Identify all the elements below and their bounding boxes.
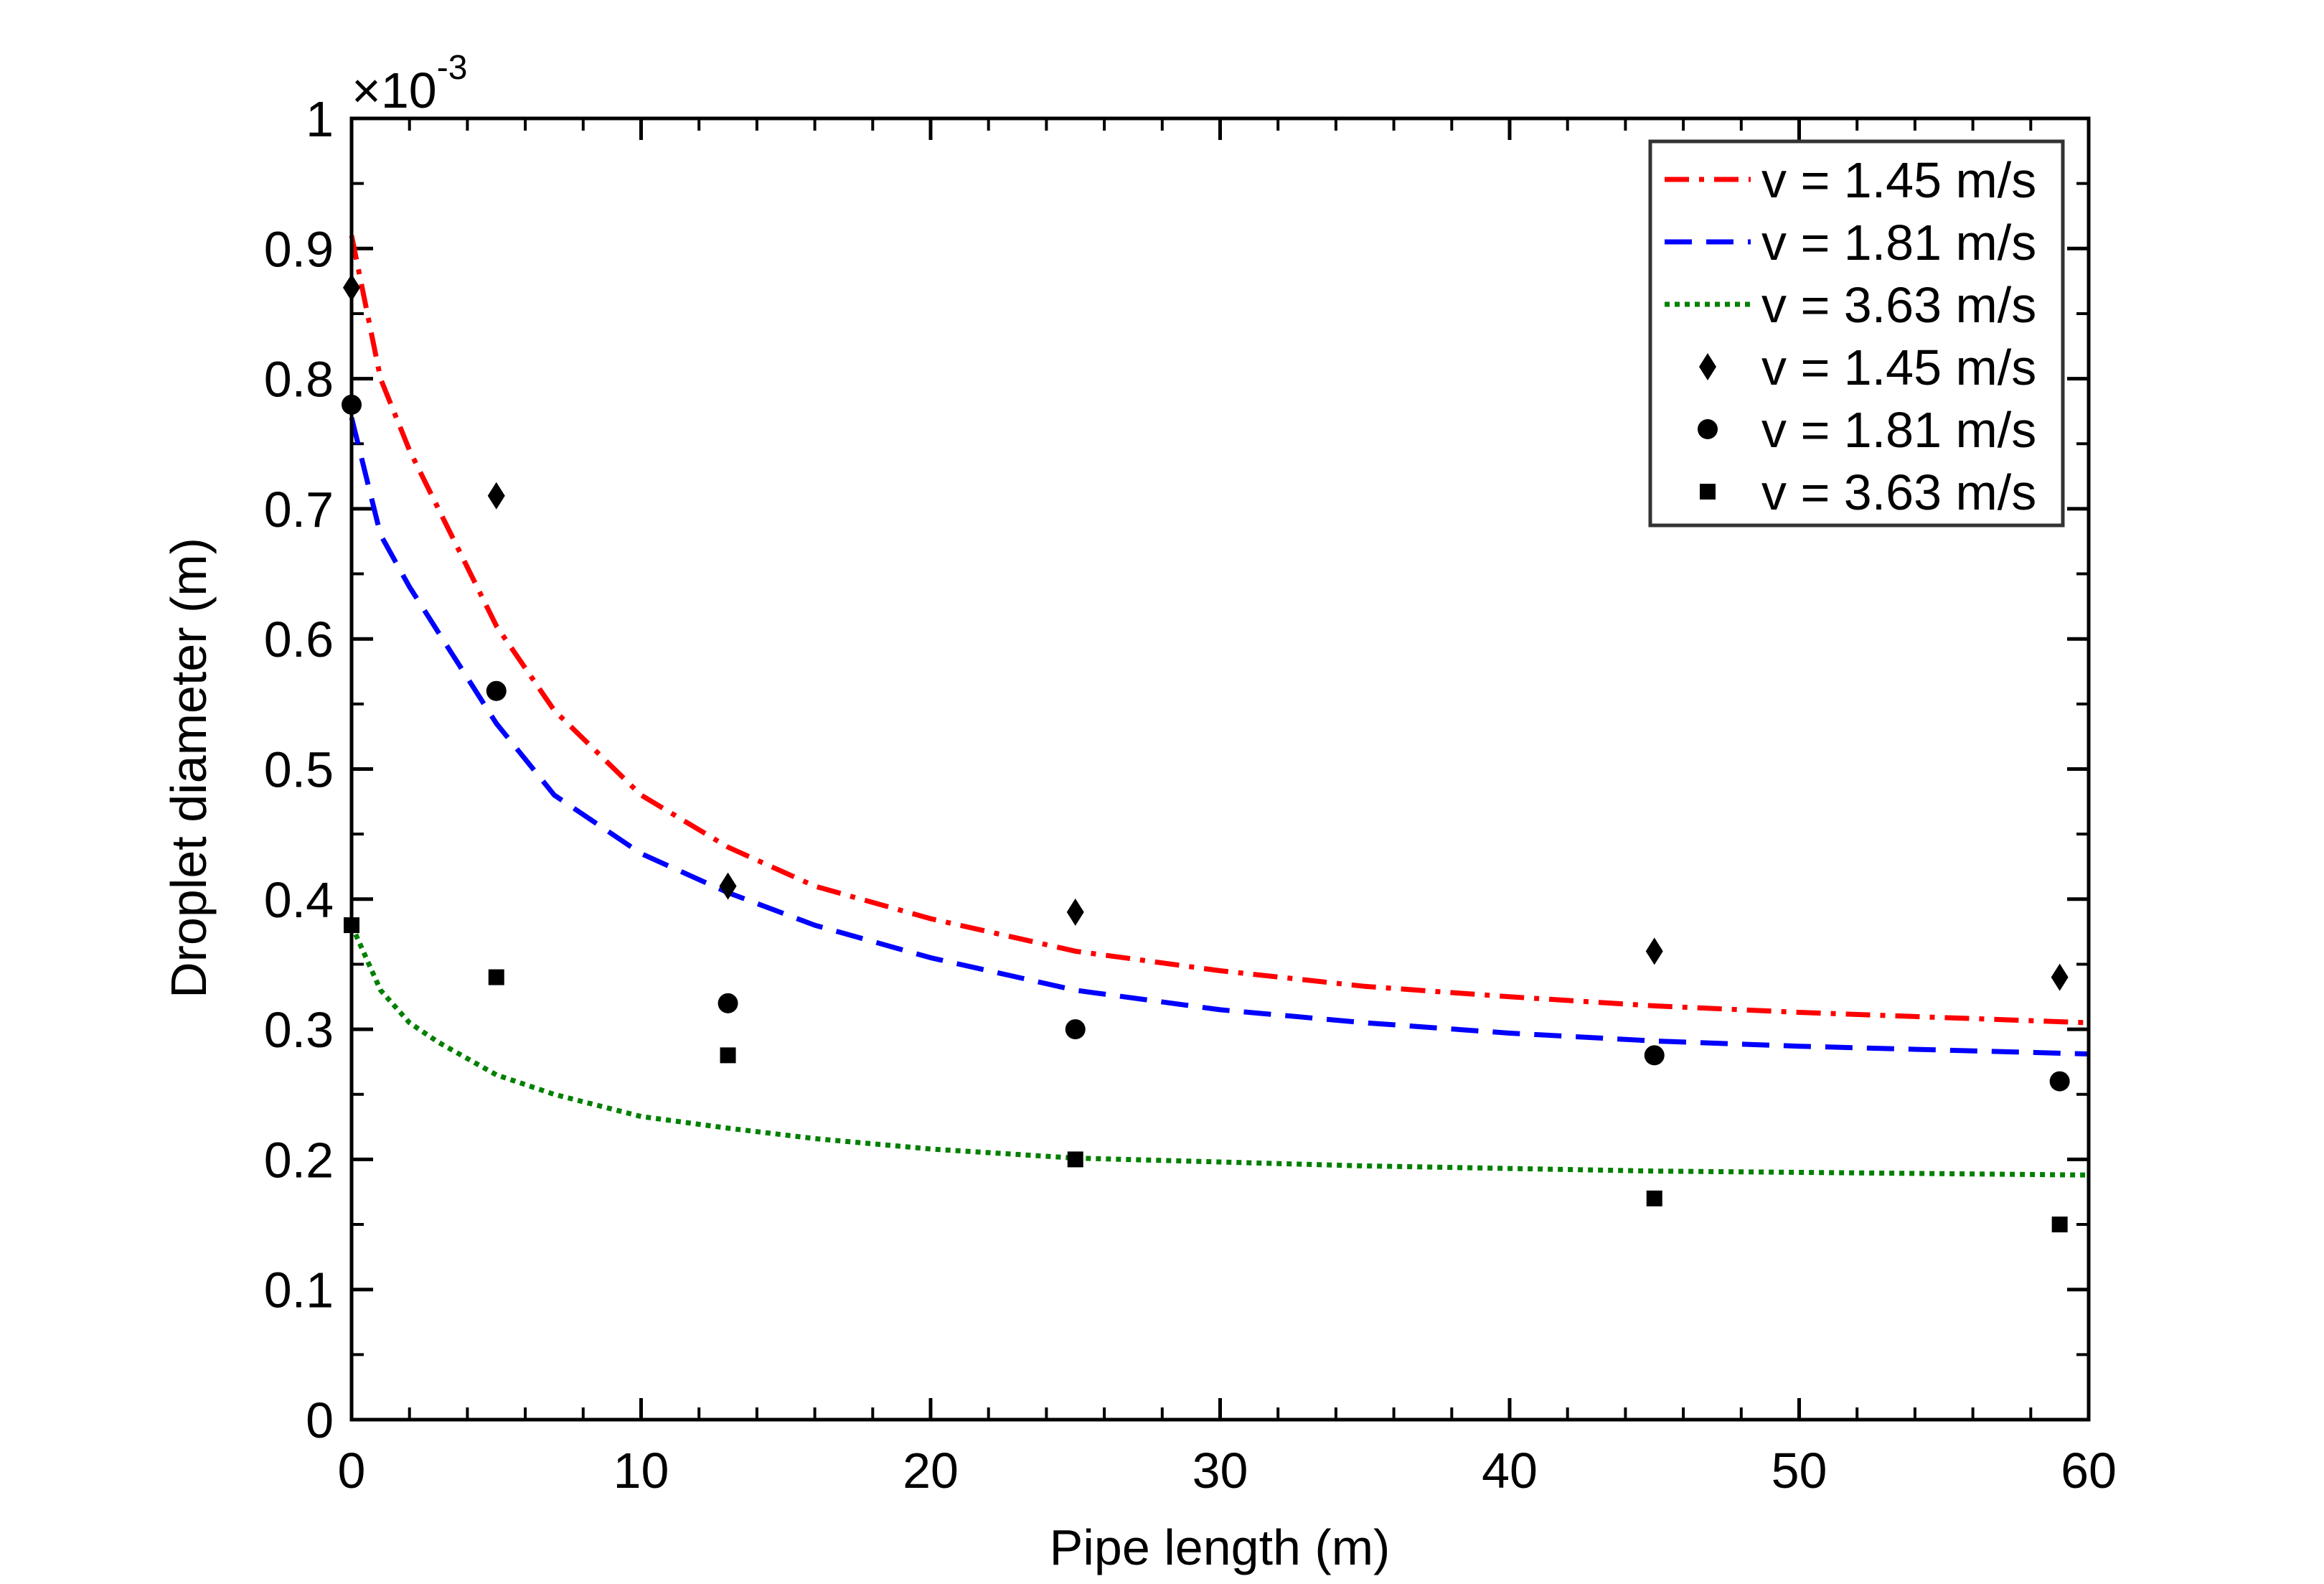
data-point-diamond: [719, 872, 737, 900]
x-tick-label: 50: [1772, 1443, 1827, 1499]
y-tick-label: 1: [306, 91, 334, 147]
legend-label: v = 3.63 m/s: [1761, 464, 2036, 520]
data-point-diamond: [1066, 898, 1084, 926]
legend-entry-5: v = 3.63 m/s: [1700, 464, 2036, 520]
y-tick-label: 0.2: [264, 1132, 334, 1188]
data-point-square: [1646, 1190, 1662, 1206]
x-tick-label: 30: [1192, 1443, 1248, 1499]
legend-entry-1: v = 1.81 m/s: [1665, 215, 2036, 271]
data-point-circle: [1065, 1019, 1086, 1040]
y-tick-label: 0.3: [264, 1002, 334, 1058]
legend-marker-sample: [1700, 484, 1716, 500]
y-multiplier-base: ×10: [352, 62, 437, 118]
y-tick-label: 0.9: [264, 221, 334, 277]
y-tick-label: 0: [306, 1392, 334, 1448]
legend-label: v = 1.81 m/s: [1761, 402, 2036, 458]
x-tick-label: 10: [613, 1443, 669, 1499]
data-point-circle: [2049, 1071, 2070, 1092]
x-tick-label: 20: [903, 1443, 959, 1499]
x-tick-label: 60: [2061, 1443, 2117, 1499]
x-tick-label: 0: [338, 1443, 366, 1499]
legend-label: v = 1.45 m/s: [1761, 339, 2036, 395]
data-point-square: [488, 969, 504, 985]
series-line-2: [349, 924, 2089, 1178]
y-tick-label: 0.8: [264, 352, 334, 408]
data-point-square: [720, 1047, 736, 1064]
data-point-circle: [1644, 1045, 1665, 1066]
plot-frame: [349, 116, 2091, 1422]
legend-label: v = 1.81 m/s: [1761, 215, 2036, 271]
x-axis-label: Pipe length (m): [1050, 1519, 1391, 1575]
data-point-circle: [718, 993, 738, 1013]
legend-label: v = 3.63 m/s: [1761, 277, 2036, 333]
legend-label: v = 1.45 m/s: [1761, 152, 2036, 208]
data-point-square: [1067, 1151, 1083, 1168]
data-point-circle: [486, 680, 507, 701]
legend-box: [1648, 139, 2065, 528]
x-ticks: 0 10 20 30 40 50 60: [338, 118, 2117, 1499]
y-tick-label: 0.4: [264, 872, 334, 928]
y-axis-label: Droplet diameter (m): [161, 538, 217, 998]
legend-entry-4: v = 1.81 m/s: [1698, 402, 2036, 458]
legend-entry-0: v = 1.45 m/s: [1665, 152, 2036, 208]
y-tick-label: 0.7: [264, 482, 334, 538]
legend-marker-sample: [1699, 353, 1716, 380]
legend: v = 1.45 m/s v = 1.81 m/s v = 3.63 m/s v = …: [1648, 139, 2065, 528]
y-tick-label: 0.6: [264, 611, 334, 667]
legend-entry-2: v = 3.63 m/s: [1665, 277, 2036, 333]
series-line-1: [349, 417, 2089, 1056]
y-tick-label: 0.5: [264, 742, 334, 798]
y-multiplier: ×10-3: [352, 49, 467, 118]
y-multiplier-exponent: -3: [437, 49, 468, 87]
data-point-diamond: [487, 482, 505, 510]
data-point-square: [2051, 1217, 2068, 1233]
series-layer: [342, 235, 2089, 1233]
legend-marker-sample: [1698, 419, 1718, 439]
legend-entry-3: v = 1.45 m/s: [1699, 339, 2036, 395]
data-point-diamond: [2051, 963, 2069, 991]
y-tick-label: 0.1: [264, 1262, 334, 1318]
x-tick-label: 40: [1482, 1443, 1538, 1499]
data-point-diamond: [1645, 937, 1663, 965]
series-line-0: [349, 235, 2089, 1026]
